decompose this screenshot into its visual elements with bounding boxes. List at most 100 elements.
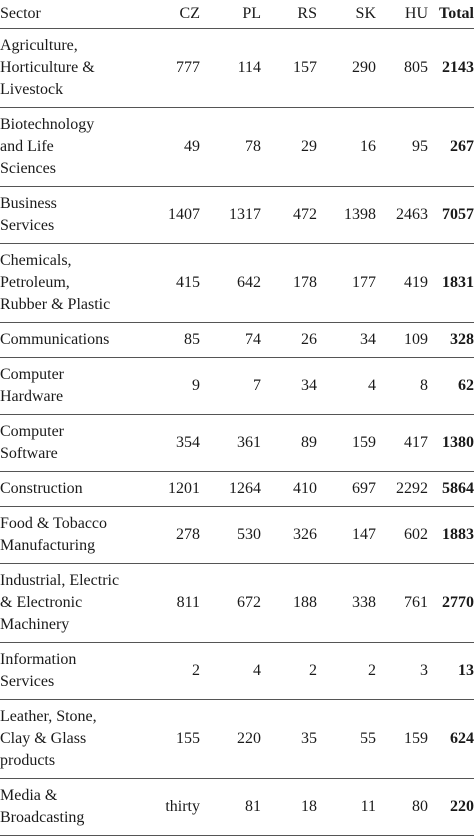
- cell-total: 267: [450, 137, 474, 155]
- table-row: Construction 1201 1264 410 697 2292 5864: [0, 471, 474, 506]
- sector-label-line: Horticulture &: [0, 58, 95, 76]
- cell-total: 13: [458, 661, 474, 679]
- cell-sk: 338: [352, 593, 376, 611]
- cell-rs: 410: [293, 479, 317, 497]
- cell-cz: 278: [176, 525, 200, 543]
- sector-label-line: Chemicals,: [0, 251, 72, 269]
- sector-label-line: Biotechnology: [0, 115, 95, 133]
- table-row: Leather, Stone, Clay & Glass products 155 22…: [0, 699, 474, 778]
- cell-sk: 159: [352, 433, 376, 451]
- cell-sk: 11: [360, 797, 376, 815]
- header-sector: Sector: [0, 0, 150, 29]
- cell-hu: 109: [404, 330, 428, 348]
- sector-label-line: Sciences: [0, 159, 56, 177]
- cell-cz: 49: [184, 137, 200, 155]
- cell-rs: 326: [293, 525, 317, 543]
- sector-label-line: Leather, Stone,: [0, 707, 97, 725]
- sector-label-line: Livestock: [0, 80, 64, 98]
- cell-sk: 4: [368, 376, 376, 394]
- cell-hu: 8: [420, 376, 428, 394]
- cell-hu: 159: [404, 729, 428, 747]
- cell-sector: Chemicals, Petroleum, Rubber & Plastic: [0, 243, 150, 322]
- cell-sector: Computer Software: [0, 414, 150, 471]
- cell-sk: 55: [360, 729, 376, 747]
- cell-rs: 89: [301, 433, 317, 451]
- cell-sk: 177: [352, 273, 376, 291]
- cell-sector: Communications: [0, 322, 150, 357]
- cell-pl: 530: [237, 525, 261, 543]
- header-pl: PL: [208, 0, 264, 29]
- cell-rs: 26: [301, 330, 317, 348]
- cell-total: 220: [450, 797, 474, 815]
- sector-label-line: Software: [0, 444, 58, 462]
- cell-total: 7057: [442, 205, 474, 223]
- cell-rs: 29: [301, 137, 317, 155]
- cell-sector: Biotechnology and Life Sciences: [0, 107, 150, 186]
- sector-label-line: Media &: [0, 786, 58, 804]
- cell-total: 2143: [442, 58, 474, 76]
- cell-sector: Computer Hardware: [0, 357, 150, 414]
- cell-rs: 178: [293, 273, 317, 291]
- cell-cz: thirty: [165, 797, 200, 815]
- cell-pl: 220: [237, 729, 261, 747]
- sector-label-line: Clay & Glass: [0, 729, 87, 747]
- table-row: Food & Tobacco Manufacturing 278 530 326 147 6…: [0, 506, 474, 563]
- cell-sector: Agriculture, Horticulture & Livestock: [0, 28, 150, 107]
- cell-cz: 155: [176, 729, 200, 747]
- cell-total: 1831: [442, 273, 474, 291]
- cell-cz: 9: [192, 376, 200, 394]
- sector-label-line: Broadcasting: [0, 808, 85, 826]
- header-sk: SK: [320, 0, 376, 29]
- sector-label-line: Business: [0, 194, 57, 212]
- cell-cz: 2: [192, 661, 200, 679]
- cell-rs: 35: [301, 729, 317, 747]
- cell-pl: 1264: [229, 479, 261, 497]
- header-rs: RS: [264, 0, 320, 29]
- cell-sector: Media & Broadcasting: [0, 778, 150, 835]
- sector-label-line: Services: [0, 672, 55, 690]
- cell-sector: Business Services: [0, 186, 150, 243]
- cell-total: 1883: [442, 525, 474, 543]
- table-row: Computer Software 354 361 89 159 417 1380: [0, 414, 474, 471]
- sector-label-line: Communications: [0, 330, 110, 348]
- cell-pl: 1317: [229, 205, 261, 223]
- cell-cz: 777: [176, 58, 200, 76]
- cell-hu: 602: [404, 525, 428, 543]
- cell-sk: 16: [360, 137, 376, 155]
- cell-rs: 2: [309, 661, 317, 679]
- cell-hu: 417: [404, 433, 428, 451]
- sector-label-line: Industrial, Electric: [0, 571, 120, 589]
- cell-cz: 415: [176, 273, 200, 291]
- cell-sector: Food & Tobacco Manufacturing: [0, 506, 150, 563]
- cell-pl: 642: [237, 273, 261, 291]
- table-row: Information Services 2 4 2 2 3 13: [0, 642, 474, 699]
- cell-hu: 419: [404, 273, 428, 291]
- table-row: Industrial, Electric & Electronic Machiner…: [0, 563, 474, 642]
- cell-pl: 361: [237, 433, 261, 451]
- sector-label-line: Computer: [0, 422, 64, 440]
- cell-pl: 672: [237, 593, 261, 611]
- cell-hu: 2463: [396, 205, 428, 223]
- cell-total: 62: [458, 376, 474, 394]
- cell-rs: 157: [293, 58, 317, 76]
- sector-label-line: Computer: [0, 365, 64, 383]
- cell-sk: 34: [360, 330, 376, 348]
- cell-total: 624: [450, 729, 474, 747]
- sector-label-line: Agriculture,: [0, 36, 78, 54]
- cell-sector: Industrial, Electric & Electronic Machiner…: [0, 563, 150, 642]
- cell-total: 1380: [442, 433, 474, 451]
- cell-rs: 34: [301, 376, 317, 394]
- cell-pl: 7: [253, 376, 261, 394]
- sector-label-line: Construction: [0, 479, 83, 497]
- cell-sk: 697: [352, 479, 376, 497]
- cell-pl: 4: [253, 661, 261, 679]
- cell-hu: 761: [404, 593, 428, 611]
- table-row: Chemicals, Petroleum, Rubber & Plastic 415 6…: [0, 243, 474, 322]
- header-hu: HU: [376, 0, 432, 29]
- cell-rs: 188: [293, 593, 317, 611]
- table-row: Biotechnology and Life Sciences 49 78 29 16 95 2…: [0, 107, 474, 186]
- cell-pl: 81: [245, 797, 261, 815]
- cell-sector: Information Services: [0, 642, 150, 699]
- header-total: Total: [432, 0, 474, 29]
